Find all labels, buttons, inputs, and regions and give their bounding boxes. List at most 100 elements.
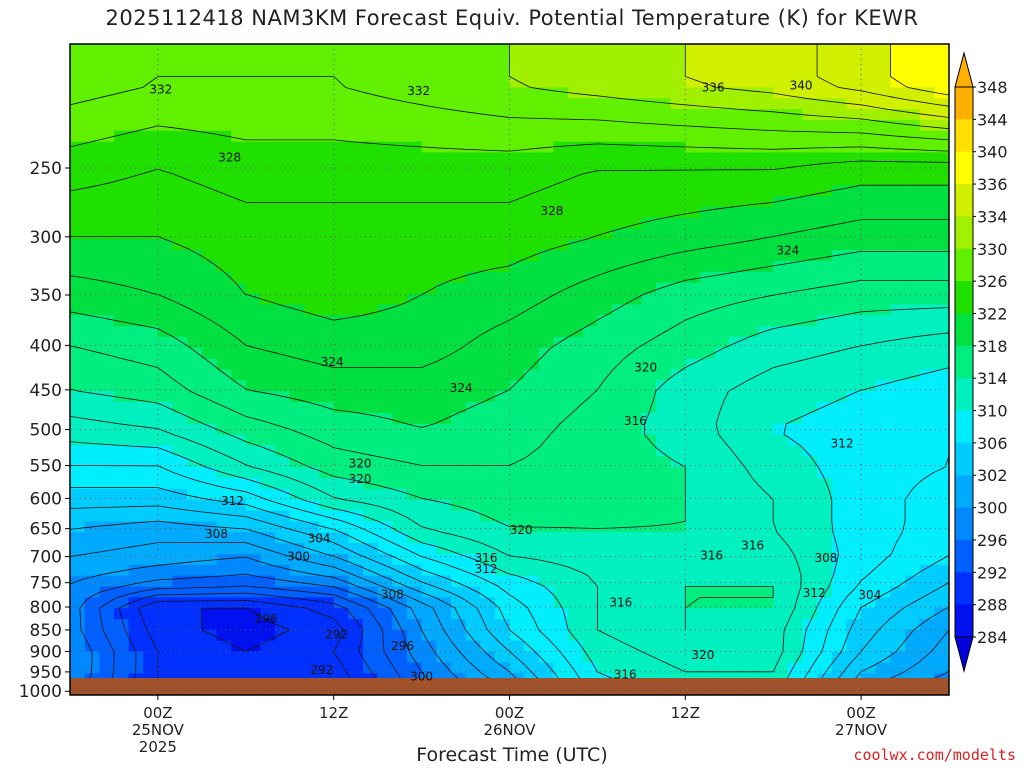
fill-cell	[597, 347, 613, 360]
fill-cell	[436, 423, 452, 436]
fill-cell	[304, 629, 320, 642]
fill-cell	[289, 130, 305, 143]
fill-cell	[128, 380, 144, 392]
fill-cell	[538, 434, 555, 447]
fill-cell	[846, 119, 862, 132]
fill-cell	[436, 87, 452, 99]
fill-cell	[275, 217, 291, 230]
fill-cell	[333, 239, 349, 251]
contour-label: 304	[308, 531, 331, 545]
x-tick-label: 25NOV	[132, 721, 185, 739]
fill-cell	[333, 65, 349, 78]
fill-cell	[656, 336, 672, 349]
fill-cell	[905, 521, 921, 533]
fill-cell	[817, 130, 833, 143]
fill-cell	[245, 532, 262, 544]
fill-cell	[568, 380, 584, 392]
fill-cell	[699, 271, 716, 284]
fill-cell	[905, 347, 921, 360]
fill-cell	[289, 575, 305, 588]
fill-cell	[99, 553, 115, 566]
colorbar-max-arrow	[954, 51, 974, 88]
fill-cell	[172, 543, 188, 555]
fill-cell	[304, 380, 320, 392]
fill-cell	[143, 608, 159, 620]
colorbar: 3483443403363343303263223183143103063023…	[954, 51, 1008, 673]
fill-cell	[509, 651, 525, 664]
fill-cell	[70, 478, 86, 490]
fill-cell	[656, 271, 672, 284]
fill-cell	[172, 87, 188, 99]
fill-cell	[934, 347, 949, 360]
fill-cell	[699, 510, 716, 522]
fill-cell	[377, 98, 393, 110]
fill-cell	[743, 185, 760, 197]
fill-cell	[524, 619, 540, 631]
fill-cell	[450, 380, 467, 392]
fill-cell	[231, 109, 247, 121]
fill-cell	[304, 282, 320, 295]
fill-cell	[656, 478, 672, 490]
fill-cell	[128, 467, 144, 479]
fill-cell	[231, 478, 247, 490]
y-tick-label: 500	[30, 421, 62, 441]
fill-cell	[231, 271, 247, 284]
fill-cell	[319, 206, 335, 219]
fill-cell	[99, 109, 115, 121]
fill-cell	[333, 141, 349, 154]
fill-cell	[714, 65, 730, 78]
fill-cell	[406, 206, 423, 219]
fill-cell	[524, 315, 540, 327]
fill-cell	[670, 152, 686, 164]
fill-cell	[289, 239, 305, 251]
fill-cell	[685, 358, 701, 371]
fill-cell	[714, 119, 730, 132]
fill-cell	[392, 369, 408, 381]
fill-cell	[817, 261, 833, 273]
fill-cell	[831, 98, 848, 110]
fill-cell	[597, 640, 613, 653]
colorbar-swatch	[955, 378, 973, 412]
fill-cell	[758, 521, 774, 533]
fill-cell	[714, 434, 730, 447]
fill-cell	[553, 261, 569, 273]
fill-cell	[406, 575, 423, 588]
contour-label: 340	[790, 79, 813, 93]
fill-cell	[304, 130, 320, 143]
fill-cell	[582, 445, 598, 457]
fill-cell	[875, 478, 891, 490]
fill-cell	[641, 282, 657, 295]
fill-cell	[128, 76, 144, 88]
fill-cell	[890, 174, 906, 186]
fill-cell	[450, 195, 467, 208]
fill-cell	[612, 141, 628, 154]
fill-cell	[231, 282, 247, 295]
fill-cell	[304, 336, 320, 349]
fill-cell	[450, 250, 467, 262]
fill-cell	[363, 488, 379, 501]
fill-cell	[509, 380, 525, 392]
fill-cell	[729, 87, 745, 99]
fill-cell	[406, 380, 423, 392]
fill-cell	[597, 510, 613, 522]
fill-cell	[260, 553, 276, 566]
fill-cell	[201, 586, 218, 598]
fill-cell	[890, 358, 906, 371]
fill-cell	[333, 597, 349, 609]
fill-cell	[524, 434, 540, 447]
fill-cell	[890, 261, 906, 273]
fill-cell	[84, 206, 100, 219]
fill-cell	[275, 619, 291, 631]
fill-cell	[333, 185, 349, 197]
fill-cell	[465, 488, 481, 501]
fill-cell	[875, 575, 891, 588]
fill-cell	[831, 217, 848, 230]
fill-cell	[773, 185, 789, 197]
fill-cell	[99, 228, 115, 240]
fill-cell	[436, 152, 452, 164]
fill-cell	[714, 76, 730, 88]
fill-cell	[392, 206, 408, 219]
fill-cell	[626, 76, 642, 88]
fill-cell	[157, 44, 174, 56]
fill-cell	[553, 608, 569, 620]
